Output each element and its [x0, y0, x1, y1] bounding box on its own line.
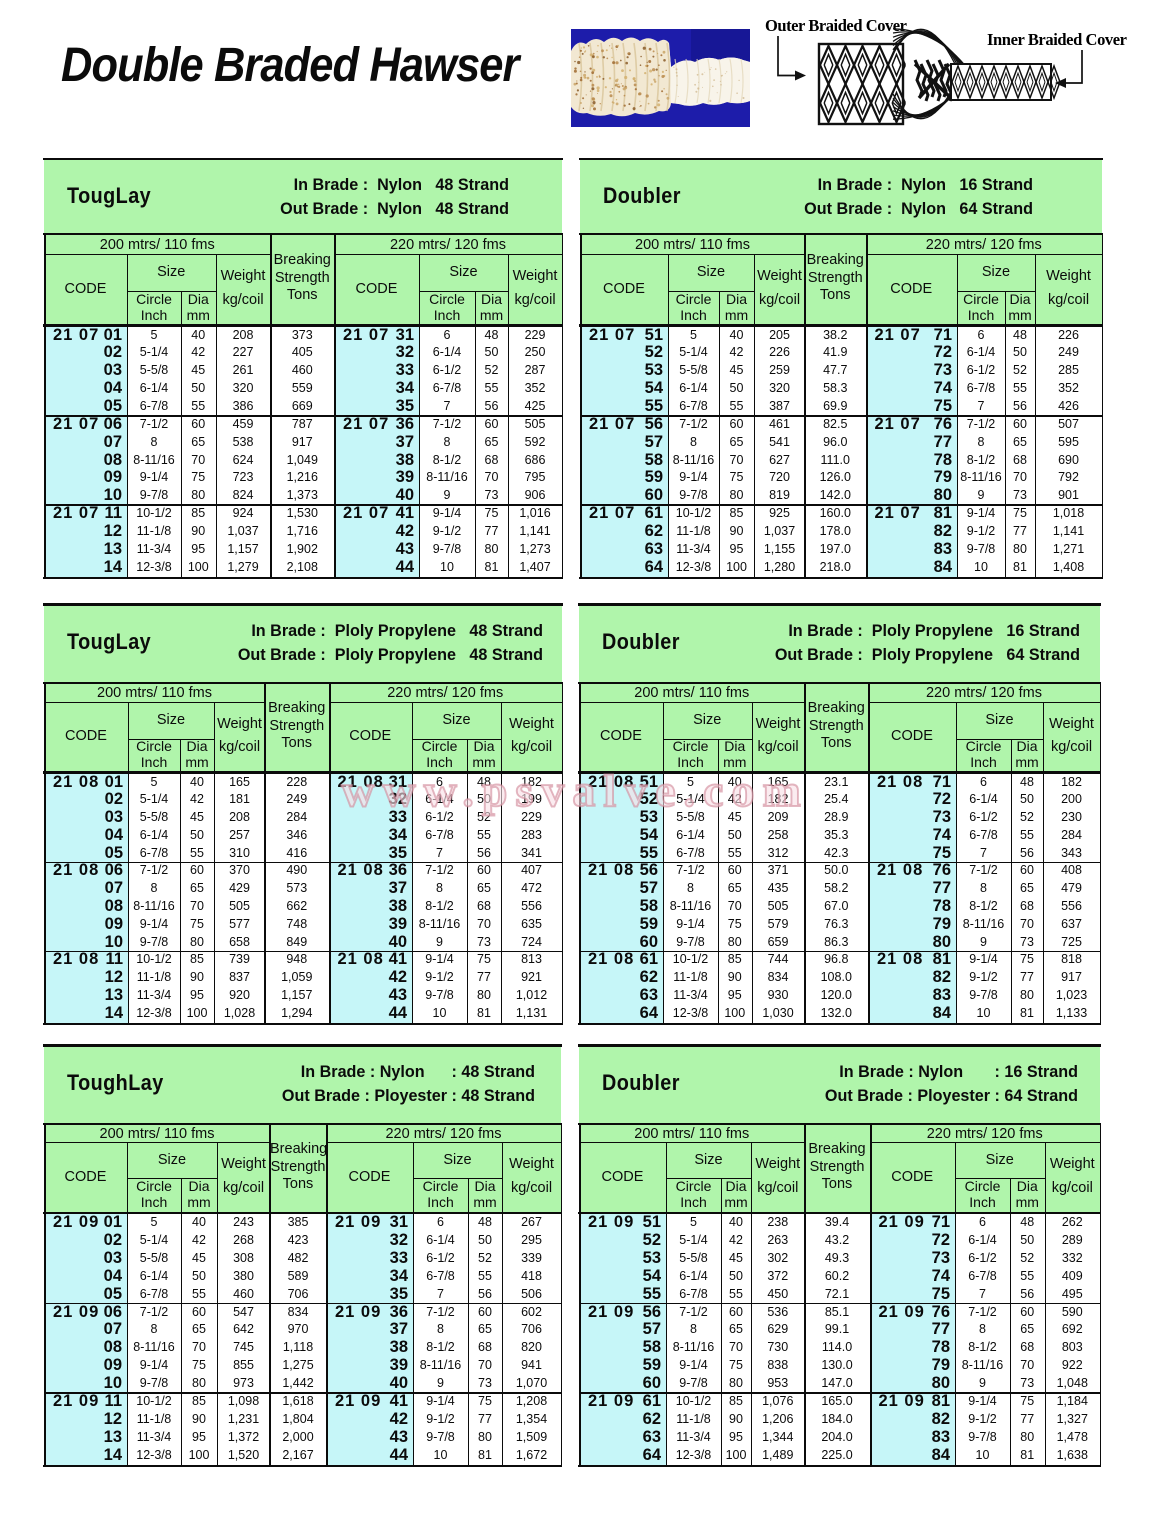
- svg-text:Outer Braided Cover: Outer Braided Cover: [765, 16, 907, 35]
- svg-text:Inner Braided Cover: Inner Braided Cover: [987, 30, 1127, 49]
